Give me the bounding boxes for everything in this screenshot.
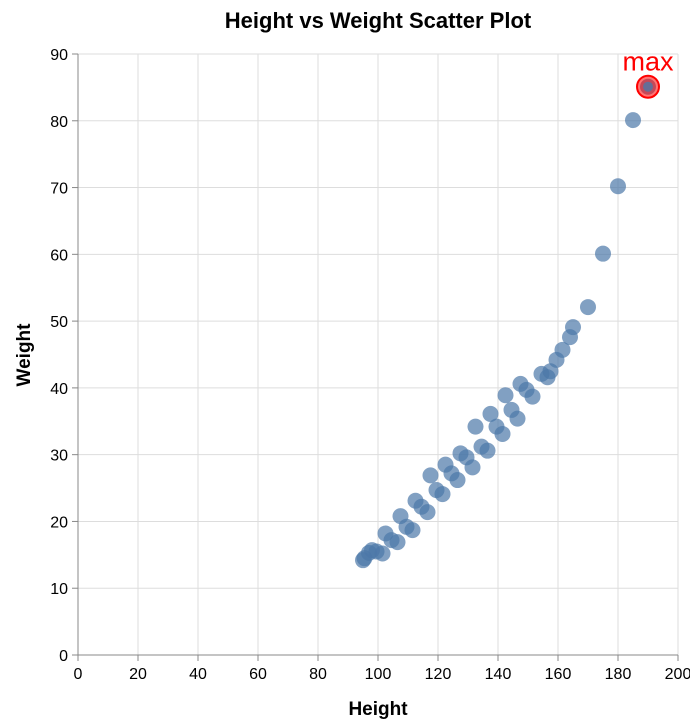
max-point-marker [643,81,653,92]
y-tick-label: 30 [50,448,68,465]
data-point-8 [389,534,406,551]
x-tick-label: 80 [309,666,327,683]
data-point-26 [479,442,496,459]
data-point-30 [497,387,514,404]
data-point-29 [494,425,511,442]
x-tick-label: 180 [605,666,632,683]
data-point-46 [625,112,641,129]
data-point-42 [565,319,581,336]
data-point-17 [434,486,451,503]
data-point-32 [509,410,526,427]
y-tick-label: 10 [50,581,68,598]
data-point-43 [580,299,596,316]
x-tick-label: 100 [365,666,392,683]
data-point-24 [467,418,484,435]
grid [77,53,679,656]
data-point-15 [422,467,439,484]
y-tick-label: 50 [50,314,68,331]
x-axis-title: Height [348,699,408,720]
x-tick-label: 60 [249,666,267,683]
annotation-layer: max [622,47,674,99]
x-tick-label: 160 [545,666,572,683]
data-point-20 [449,472,466,489]
data-point-5 [374,545,391,562]
x-tick-label: 40 [189,666,207,683]
y-axis-title: Weight [14,323,35,387]
x-tick-label: 200 [665,666,690,683]
data-point-11 [404,522,421,539]
y-tick-label: 0 [59,648,68,665]
chart-title: Height vs Weight Scatter Plot [225,8,532,33]
data-point-40 [554,341,571,358]
axes: 0 20 40 60 80 100 120 140 160 180 200 0 10 20 30 40 50 60… [50,47,690,683]
y-tick-label: 70 [50,181,68,198]
y-tick-label: 20 [50,514,68,531]
x-tick-label: 20 [129,666,147,683]
data-points [355,78,656,569]
x-tick-label: 0 [74,666,83,683]
y-tick-label: 80 [50,114,68,131]
y-tick-label: 90 [50,47,68,64]
data-point-35 [524,388,541,405]
x-tick-label: 140 [485,666,512,683]
max-annotation-label: max [622,47,674,77]
data-point-44 [595,245,611,262]
data-point-23 [464,459,481,476]
data-point-14 [419,504,436,521]
data-point-45 [610,178,626,195]
y-tick-label: 40 [50,381,68,398]
x-tick-label: 120 [425,666,452,683]
data-point-27 [482,405,499,422]
y-tick-label: 60 [50,247,68,264]
